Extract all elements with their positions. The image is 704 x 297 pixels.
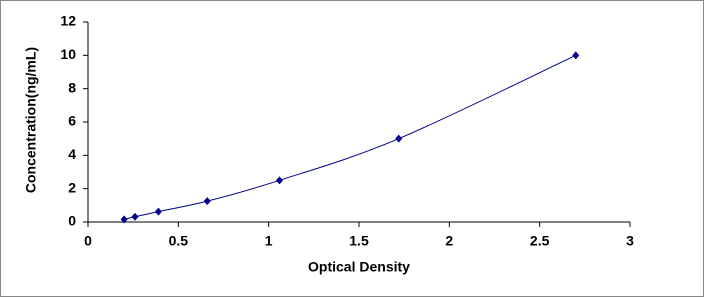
y-tick-label: 12 bbox=[60, 13, 76, 29]
x-axis-label: Optical Density bbox=[308, 259, 410, 275]
data-point bbox=[154, 207, 162, 216]
data-point bbox=[572, 51, 580, 60]
data-point bbox=[203, 197, 211, 206]
y-axis-label: Concentration(ng/mL) bbox=[23, 47, 39, 193]
y-tick-label: 0 bbox=[68, 213, 76, 229]
data-point bbox=[395, 134, 403, 143]
y-tick-label: 6 bbox=[68, 113, 76, 129]
x-tick-label: 1.5 bbox=[349, 233, 369, 249]
data-point bbox=[120, 215, 128, 224]
x-tick-label: 0 bbox=[84, 233, 92, 249]
x-tick-label: 3 bbox=[626, 233, 634, 249]
data-point bbox=[276, 176, 284, 185]
data-point bbox=[131, 212, 139, 221]
y-tick-label: 10 bbox=[60, 46, 76, 62]
x-tick-label: 1 bbox=[265, 233, 273, 249]
y-tick-label: 4 bbox=[68, 146, 76, 162]
y-tick-label: 2 bbox=[68, 179, 76, 195]
y-tick-label: 8 bbox=[68, 79, 76, 95]
x-tick-label: 2 bbox=[445, 233, 453, 249]
x-tick-label: 0.5 bbox=[169, 233, 189, 249]
x-tick-label: 2.5 bbox=[530, 233, 550, 249]
